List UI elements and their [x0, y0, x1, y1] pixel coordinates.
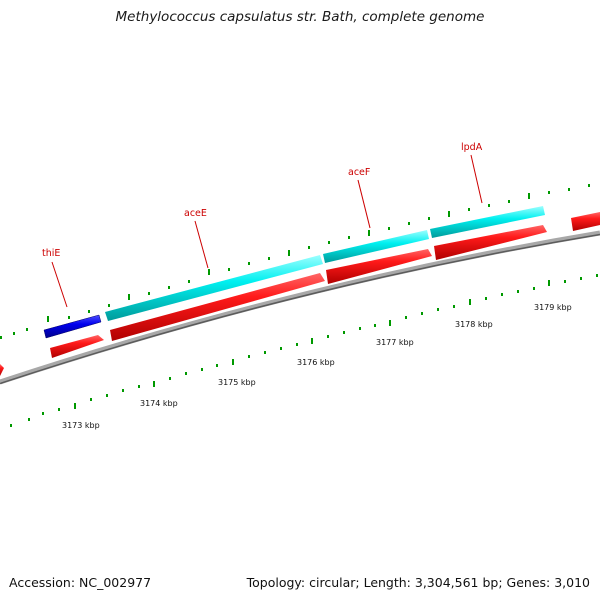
leader-lpdA: [470, 154, 483, 204]
genome-title: Methylococcus capsulatus str. Bath, comp…: [115, 9, 485, 25]
inner-ticks: [10, 274, 598, 427]
scale-label-3173: 3173 kbp: [62, 421, 100, 430]
scale-labels: 3173 kbp 3174 kbp 3175 kbp 3176 kbp 3177…: [62, 303, 572, 430]
outer-ticks: [0, 184, 590, 339]
gene-label-thiE[interactable]: thiE: [42, 248, 60, 259]
scale-label-3177: 3177 kbp: [376, 338, 414, 347]
scale-label-3179: 3179 kbp: [534, 303, 572, 312]
gene-reverse-2[interactable]: [110, 273, 325, 341]
gene-aceF[interactable]: [323, 230, 429, 263]
leader-aceE: [194, 220, 209, 269]
gene-lpdA[interactable]: [430, 206, 545, 238]
gene-reverse-4[interactable]: [434, 225, 547, 260]
scale-label-3175: 3175 kbp: [218, 378, 256, 387]
scale-label-3176: 3176 kbp: [297, 358, 335, 367]
gene-reverse-left-edge[interactable]: [0, 364, 4, 376]
accession-label: Accession: NC_002977: [9, 575, 152, 590]
gene-aceE[interactable]: [105, 255, 323, 321]
gene-label-aceF[interactable]: aceF: [348, 167, 370, 178]
scale-label-3178: 3178 kbp: [455, 320, 493, 329]
scale-label-3174: 3174 kbp: [140, 399, 178, 408]
reverse-strand-genes: [0, 212, 600, 376]
gene-reverse-3[interactable]: [326, 249, 432, 284]
leader-thiE: [51, 261, 68, 308]
forward-strand-genes: [43, 206, 545, 339]
leader-aceF: [357, 179, 371, 229]
gene-thiE[interactable]: [43, 314, 102, 339]
gene-label-aceE[interactable]: aceE: [184, 208, 207, 219]
gene-label-lpdA[interactable]: lpdA: [461, 142, 483, 153]
genome-backbone: [0, 230, 600, 385]
gene-reverse-1[interactable]: [50, 335, 104, 358]
gene-labels: thiE aceE aceF lpdA: [42, 142, 483, 308]
genome-summary: Topology: circular; Length: 3,304,561 bp…: [246, 575, 590, 590]
gene-reverse-right-edge[interactable]: [571, 212, 600, 231]
